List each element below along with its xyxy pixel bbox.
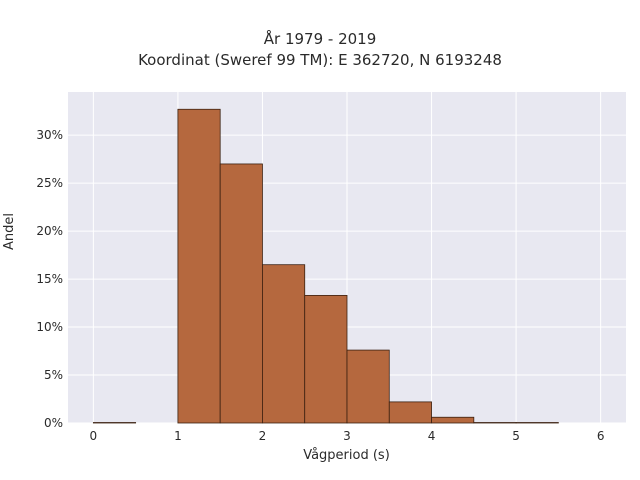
y-tick-label: 20% bbox=[36, 224, 63, 238]
y-tick-label: 5% bbox=[44, 368, 63, 382]
x-axis-label: Vågperiod (s) bbox=[303, 448, 390, 463]
x-tick-label: 0 bbox=[90, 429, 98, 443]
x-tick-label: 6 bbox=[597, 429, 605, 443]
histogram-bar bbox=[388, 401, 432, 424]
y-tick-label: 10% bbox=[36, 320, 63, 334]
x-tick-label: 1 bbox=[174, 429, 182, 443]
chart-subtitle: Koordinat (Sweref 99 TM): E 362720, N 61… bbox=[138, 51, 502, 69]
y-tick-label: 30% bbox=[36, 128, 63, 142]
histogram-bar bbox=[262, 264, 306, 424]
x-tick-label: 4 bbox=[428, 429, 436, 443]
y-axis-label: Andel bbox=[2, 213, 17, 250]
histogram-bar bbox=[346, 349, 390, 424]
x-axis-ticks: 0 1 2 3 4 5 6 bbox=[90, 429, 605, 443]
y-tick-label: 0% bbox=[44, 416, 63, 430]
histogram-bar bbox=[304, 294, 348, 424]
bars bbox=[92, 108, 559, 424]
x-tick-label: 5 bbox=[512, 429, 520, 443]
x-tick-label: 3 bbox=[343, 429, 351, 443]
x-tick-label: 2 bbox=[259, 429, 267, 443]
y-axis-ticks: 0% 5% 10% 15% 20% 25% 30% bbox=[36, 128, 63, 430]
y-tick-label: 25% bbox=[36, 176, 63, 190]
histogram-bar bbox=[219, 163, 263, 424]
y-tick-label: 15% bbox=[36, 272, 63, 286]
histogram-bar bbox=[177, 108, 221, 424]
chart-title: År 1979 - 2019 bbox=[263, 30, 377, 48]
histogram-bar bbox=[431, 416, 475, 424]
